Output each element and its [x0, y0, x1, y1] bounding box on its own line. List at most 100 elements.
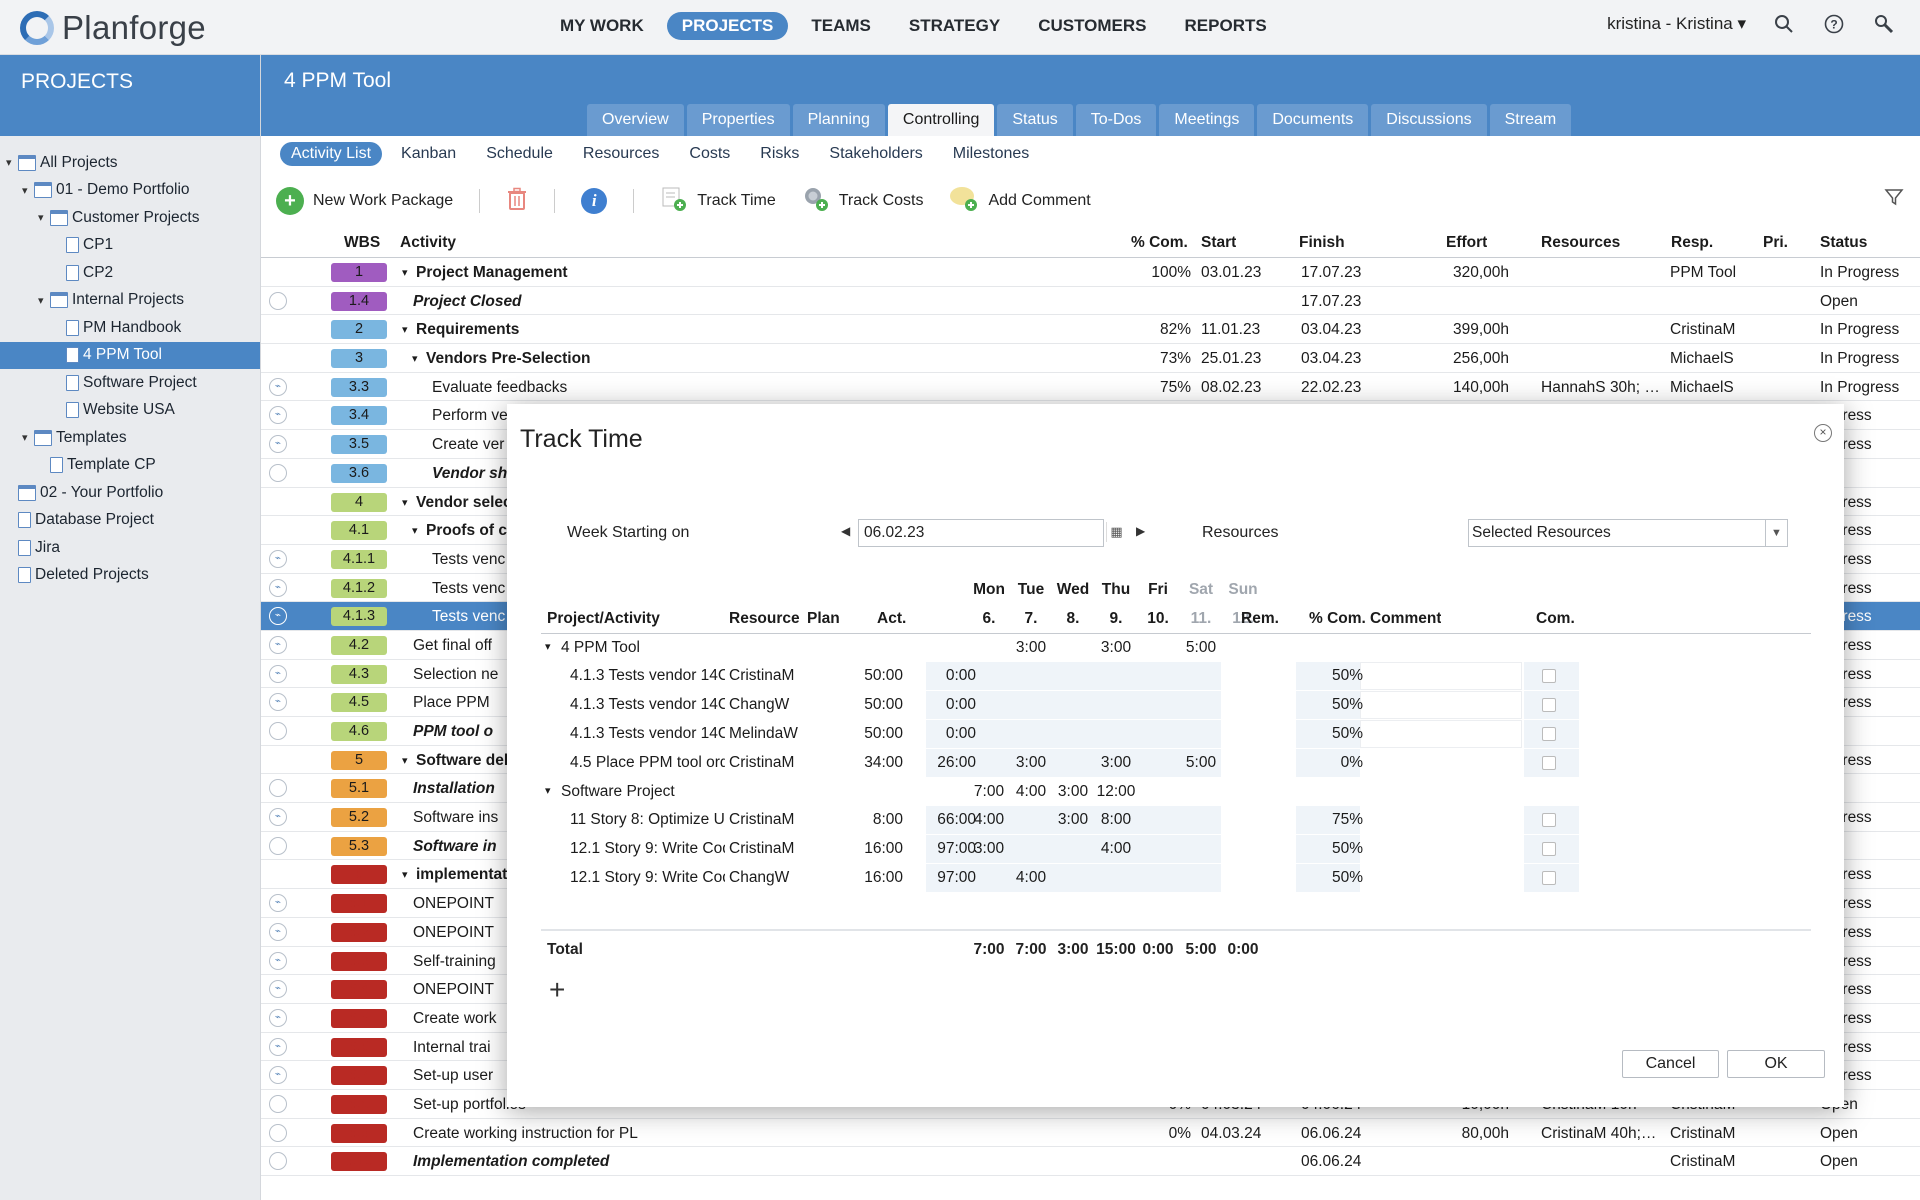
open-status-icon[interactable] [269, 1152, 287, 1171]
column-header-start[interactable]: Start [1201, 234, 1237, 251]
nav-strategy[interactable]: STRATEGY [908, 16, 1001, 35]
tree-expand-icon[interactable]: ▾ [22, 184, 28, 197]
open-status-icon[interactable] [269, 836, 287, 855]
next-week-icon[interactable]: ▶ [1136, 524, 1146, 538]
column-header-activity[interactable]: Activity [400, 234, 456, 251]
open-status-icon[interactable] [269, 1123, 287, 1142]
tree-expand-icon[interactable]: ▾ [38, 294, 44, 307]
close-icon[interactable]: × [1814, 424, 1832, 442]
column-header-status[interactable]: Status [1820, 234, 1868, 251]
table-row[interactable]: 6.9 Create working instruction for PL 0% 04… [261, 1119, 1920, 1148]
comment-input[interactable] [1360, 662, 1522, 691]
calendar-icon[interactable]: ▦ [1106, 522, 1126, 542]
ok-button[interactable]: OK [1727, 1050, 1825, 1078]
nav-reports[interactable]: REPORTS [1184, 16, 1267, 35]
column-header-com[interactable]: % Com. [1131, 234, 1188, 251]
open-status-icon[interactable] [269, 1094, 287, 1113]
column-header-effort[interactable]: Effort [1446, 234, 1488, 251]
cancel-button[interactable]: Cancel [1622, 1050, 1719, 1078]
tree-item[interactable]: Software Project [0, 369, 260, 397]
tab-documents[interactable]: Documents [1257, 104, 1369, 136]
activity-status-icon[interactable]: ⌁ [269, 1008, 287, 1027]
tree-item[interactable]: ▾ All Projects [0, 149, 260, 177]
complete-checkbox[interactable] [1542, 726, 1556, 741]
expand-icon[interactable]: ▾ [402, 267, 408, 279]
day-hours-cell[interactable]: 3:00 [1100, 753, 1132, 771]
time-entry-row[interactable]: 12.1 Story 9: Write Code (ECristinaM 16:0… [541, 835, 1811, 864]
activity-status-icon[interactable]: ⌁ [269, 980, 287, 999]
tree-item[interactable]: ▾ Internal Projects [0, 287, 260, 315]
resources-select[interactable]: Selected Resources ▼ [1468, 519, 1788, 547]
comment-input[interactable] [1360, 719, 1522, 748]
subtab-resources[interactable]: Resources [582, 145, 660, 162]
subtab-kanban[interactable]: Kanban [401, 145, 457, 162]
column-header-finish[interactable]: Finish [1299, 234, 1345, 251]
tab-discussions[interactable]: Discussions [1371, 104, 1487, 136]
day-hours-cell[interactable]: 3:00 [973, 840, 1005, 858]
tree-item[interactable]: ▾ Templates [0, 424, 260, 452]
activity-status-icon[interactable]: ⌁ [269, 664, 287, 683]
add-comment-button[interactable]: Add Comment [949, 185, 1091, 218]
open-status-icon[interactable] [269, 779, 287, 798]
expand-icon[interactable]: ▾ [412, 353, 418, 366]
expand-icon[interactable]: ▾ [402, 324, 408, 337]
nav-my-work[interactable]: MY WORK [560, 16, 644, 35]
tab-controlling[interactable]: Controlling [887, 104, 995, 136]
subtab-schedule[interactable]: Schedule [486, 145, 553, 162]
column-header-pri[interactable]: Pri. [1763, 234, 1788, 251]
expand-icon[interactable]: ▾ [412, 525, 418, 538]
week-start-input[interactable] [858, 519, 1104, 547]
magnifier-tool-icon[interactable] [1872, 12, 1896, 36]
time-entry-row[interactable]: 12.1 Story 9: Write Code (EChangW 16:00 97… [541, 863, 1811, 893]
expand-icon[interactable]: ▾ [402, 869, 408, 882]
tab-stream[interactable]: Stream [1489, 104, 1572, 136]
activity-status-icon[interactable]: ⌁ [269, 808, 287, 827]
subtab-activity-list[interactable]: Activity List [280, 142, 383, 166]
expand-icon[interactable]: ▾ [402, 496, 408, 509]
table-row[interactable]: 1.4 Project Closed 17.07.23 Open [261, 287, 1920, 316]
day-hours-cell[interactable]: 5:00 [1185, 753, 1217, 771]
activity-status-icon[interactable]: ⌁ [269, 406, 287, 425]
nav-customers[interactable]: CUSTOMERS [1038, 16, 1147, 35]
complete-checkbox[interactable] [1542, 669, 1556, 684]
tree-item[interactable]: 02 - Your Portfolio [0, 479, 260, 507]
complete-checkbox[interactable] [1542, 813, 1556, 828]
comment-input[interactable] [1360, 691, 1522, 720]
tree-item[interactable]: Website USA [0, 397, 260, 425]
tab-properties[interactable]: Properties [686, 104, 790, 136]
tab-planning[interactable]: Planning [792, 104, 885, 136]
activity-status-icon[interactable]: ⌁ [269, 549, 287, 568]
user-menu[interactable]: kristina - Kristina ▾ [1607, 14, 1746, 33]
activity-status-icon[interactable]: ⌁ [269, 635, 287, 654]
day-hours-cell[interactable]: 3:00 [1057, 811, 1089, 829]
subtab-stakeholders[interactable]: Stakeholders [829, 145, 923, 162]
search-icon[interactable] [1772, 12, 1796, 36]
track-costs-button[interactable]: Track Costs [802, 185, 923, 218]
expand-icon[interactable]: ▾ [402, 754, 408, 767]
open-status-icon[interactable] [269, 291, 287, 310]
column-header-resp[interactable]: Resp. [1671, 234, 1714, 251]
table-row[interactable]: 1 ▾ Project Management 100% 03.01.23 17.07.23… [261, 258, 1920, 287]
table-row[interactable]: 6.10 Implementation completed 06.06.24 Cris… [261, 1147, 1920, 1176]
open-status-icon[interactable] [269, 722, 287, 740]
tree-item[interactable]: 4 PPM Tool [0, 341, 260, 369]
collapse-icon[interactable]: ▾ [545, 640, 551, 653]
nav-projects[interactable]: PROJECTS [666, 12, 789, 40]
day-hours-cell[interactable]: 8:00 [1100, 811, 1132, 829]
table-row[interactable]: 2 ▾ Requirements 82% 11.01.23 03.04.23 399,00h… [261, 315, 1920, 345]
tree-item[interactable]: Database Project [0, 507, 260, 535]
tab-meetings[interactable]: Meetings [1159, 104, 1255, 136]
activity-status-icon[interactable]: ⌁ [269, 951, 287, 970]
new-work-package-button[interactable]: + New Work Package [276, 187, 453, 215]
tree-item[interactable]: Jira [0, 534, 260, 562]
column-header-wbs[interactable]: WBS [344, 234, 381, 251]
column-header-resources[interactable]: Resources [1541, 234, 1621, 251]
previous-week-icon[interactable]: ◀ [841, 524, 851, 538]
activity-status-icon[interactable]: ⌁ [269, 1066, 287, 1085]
day-hours-cell[interactable]: 4:00 [973, 811, 1005, 829]
complete-checkbox[interactable] [1542, 698, 1556, 713]
help-icon[interactable]: ? [1822, 12, 1846, 36]
tab-status[interactable]: Status [997, 104, 1073, 136]
activity-status-icon[interactable]: ⌁ [269, 435, 287, 454]
